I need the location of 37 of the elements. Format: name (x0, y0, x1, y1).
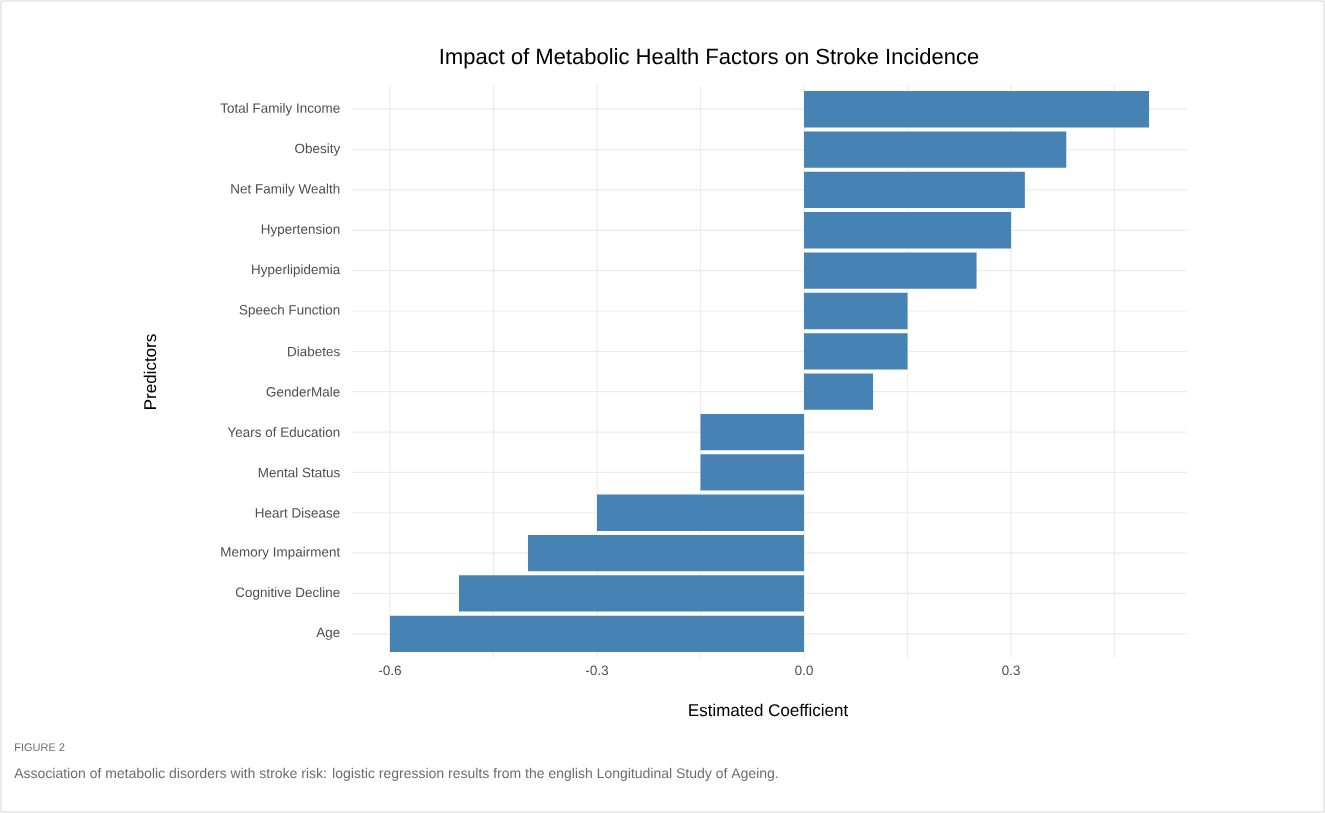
y-tick-label: Hypertension (261, 223, 340, 237)
bar (804, 212, 1012, 249)
bar (700, 413, 805, 451)
y-tick-label: Net Family Wealth (231, 183, 340, 197)
chart-title: Impact of Metabolic Health Factors on Stroke Incidence (440, 48, 979, 69)
bar (804, 333, 908, 370)
x-tick-label: 0.3 (1002, 665, 1020, 676)
bar (804, 91, 1150, 128)
y-tick-label: Hyperlipidemia (252, 264, 341, 277)
bar (527, 534, 805, 572)
bar (804, 171, 1025, 209)
y-tick-label: Memory Impairment (221, 546, 341, 560)
x-tick-label: 0.0 (795, 665, 813, 676)
x-tick-label: -0.3 (585, 665, 609, 676)
x-tick-label: -0.6 (378, 665, 402, 676)
y-tick-label: Age (316, 627, 340, 640)
bar (804, 373, 874, 410)
y-tick-label: Total Family Income (220, 102, 340, 116)
bar (804, 292, 908, 330)
y-tick-label: Heart Disease (255, 507, 340, 518)
y-tick-label: Cognitive Decline (235, 587, 340, 600)
bar (389, 615, 805, 652)
y-tick-label: Speech Function (239, 304, 340, 318)
text: Association of metabolic disorders with stroke risk: logistic regression results from the english Longitudinal Study of Ageing. (14, 767, 778, 781)
x-axis-title: Estimated Coefficient (689, 703, 849, 717)
bar (458, 575, 805, 612)
y-tick-label: Years of Education (227, 427, 340, 437)
bar (596, 494, 805, 531)
y-tick-label: Obesity (295, 143, 341, 156)
bar (804, 131, 1067, 168)
y-axis-title: Predictors (143, 334, 157, 409)
bar (700, 454, 805, 491)
caption: FIGURE 2 (15, 743, 65, 752)
y-tick-label: GenderMale (266, 386, 340, 397)
bar (804, 252, 977, 289)
y-tick-label: Diabetes (288, 346, 340, 357)
y-tick-label: Mental Status (258, 467, 340, 478)
